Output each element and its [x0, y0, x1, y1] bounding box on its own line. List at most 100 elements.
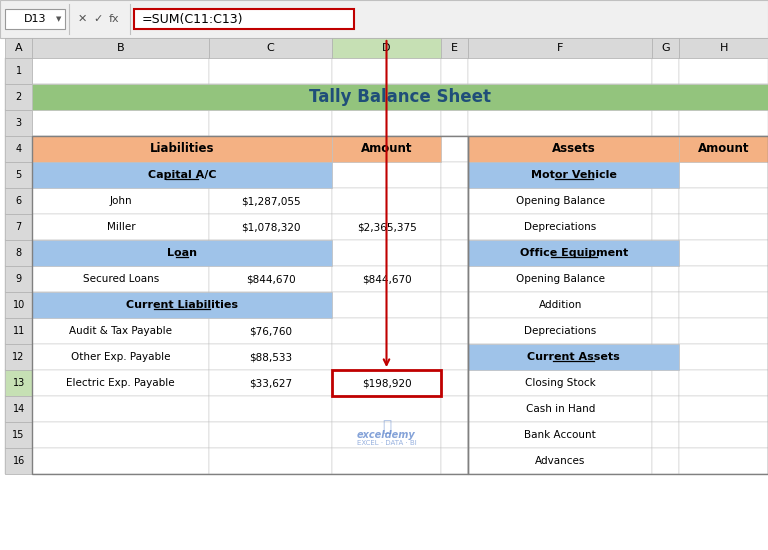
- Bar: [0, 0, 768, 38]
- Bar: [332, 318, 441, 344]
- Bar: [652, 266, 680, 292]
- Text: D13: D13: [24, 14, 46, 24]
- Bar: [5, 162, 32, 188]
- Bar: [680, 84, 768, 110]
- Bar: [32, 214, 210, 240]
- Text: 10: 10: [12, 300, 25, 310]
- Text: 4: 4: [15, 144, 22, 154]
- Bar: [468, 344, 680, 370]
- Text: John: John: [110, 196, 132, 206]
- Bar: [680, 266, 768, 292]
- Bar: [441, 110, 468, 136]
- Bar: [210, 422, 332, 448]
- Bar: [652, 448, 680, 474]
- Bar: [5, 344, 32, 370]
- Bar: [5, 162, 32, 188]
- Bar: [332, 370, 441, 396]
- Text: 9: 9: [15, 274, 22, 284]
- Bar: [134, 9, 354, 29]
- Text: Loan: Loan: [167, 248, 197, 258]
- Bar: [210, 344, 332, 370]
- Text: $844,670: $844,670: [362, 274, 412, 284]
- Bar: [468, 344, 652, 370]
- Bar: [468, 188, 652, 214]
- Bar: [468, 162, 680, 188]
- Bar: [468, 214, 652, 240]
- Text: 1: 1: [15, 66, 22, 76]
- Bar: [210, 58, 332, 84]
- Bar: [680, 448, 768, 474]
- Bar: [5, 344, 32, 370]
- Bar: [468, 240, 652, 266]
- Bar: [5, 214, 32, 240]
- Bar: [32, 292, 210, 318]
- Bar: [468, 396, 652, 422]
- Bar: [441, 162, 468, 188]
- Bar: [32, 162, 210, 188]
- Bar: [32, 84, 768, 110]
- Text: Amount: Amount: [361, 142, 412, 156]
- Bar: [32, 110, 210, 136]
- Bar: [210, 448, 332, 474]
- Bar: [332, 422, 441, 448]
- Bar: [32, 188, 210, 214]
- Text: H: H: [720, 43, 728, 53]
- Bar: [5, 266, 32, 292]
- Bar: [32, 266, 210, 292]
- Text: Audit & Tax Payable: Audit & Tax Payable: [69, 326, 172, 336]
- Bar: [468, 38, 652, 58]
- Bar: [32, 136, 210, 162]
- Text: C: C: [266, 43, 275, 53]
- Bar: [5, 110, 32, 136]
- Bar: [5, 240, 32, 266]
- Bar: [210, 396, 332, 422]
- Bar: [441, 240, 468, 266]
- Bar: [652, 396, 680, 422]
- Bar: [210, 110, 332, 136]
- Text: B: B: [117, 43, 124, 53]
- Text: Office Equipment: Office Equipment: [520, 248, 628, 258]
- Text: $33,627: $33,627: [249, 378, 293, 388]
- Bar: [441, 448, 468, 474]
- Bar: [332, 448, 441, 474]
- Text: Tally Balance Sheet: Tally Balance Sheet: [310, 88, 491, 106]
- Bar: [5, 110, 32, 136]
- Bar: [652, 344, 680, 370]
- Bar: [332, 370, 441, 396]
- Bar: [32, 344, 210, 370]
- Bar: [652, 162, 680, 188]
- Bar: [332, 188, 441, 214]
- Bar: [332, 396, 441, 422]
- Bar: [32, 58, 210, 84]
- Text: EXCEL · DATA · BI: EXCEL · DATA · BI: [356, 441, 416, 447]
- Bar: [652, 214, 680, 240]
- Bar: [441, 84, 468, 110]
- Text: ✓: ✓: [94, 14, 103, 24]
- Text: $198,920: $198,920: [362, 378, 412, 388]
- Text: Secured Loans: Secured Loans: [83, 274, 159, 284]
- Bar: [441, 370, 468, 396]
- Bar: [32, 162, 332, 188]
- Bar: [680, 370, 768, 396]
- Bar: [332, 162, 441, 188]
- Bar: [468, 136, 652, 162]
- Bar: [32, 240, 332, 266]
- Bar: [5, 370, 32, 396]
- Bar: [32, 84, 210, 110]
- Bar: [441, 38, 468, 58]
- Text: A: A: [15, 43, 22, 53]
- Bar: [652, 422, 680, 448]
- Bar: [332, 240, 441, 266]
- Bar: [332, 84, 441, 110]
- Text: Current Assets: Current Assets: [528, 352, 621, 362]
- Bar: [441, 214, 468, 240]
- Text: 13: 13: [12, 378, 25, 388]
- Bar: [441, 188, 468, 214]
- Text: $88,533: $88,533: [249, 352, 293, 362]
- Bar: [332, 136, 441, 162]
- Bar: [5, 58, 32, 84]
- Bar: [210, 240, 332, 266]
- Text: 🦅: 🦅: [382, 419, 391, 434]
- Bar: [441, 318, 468, 344]
- Bar: [32, 292, 332, 318]
